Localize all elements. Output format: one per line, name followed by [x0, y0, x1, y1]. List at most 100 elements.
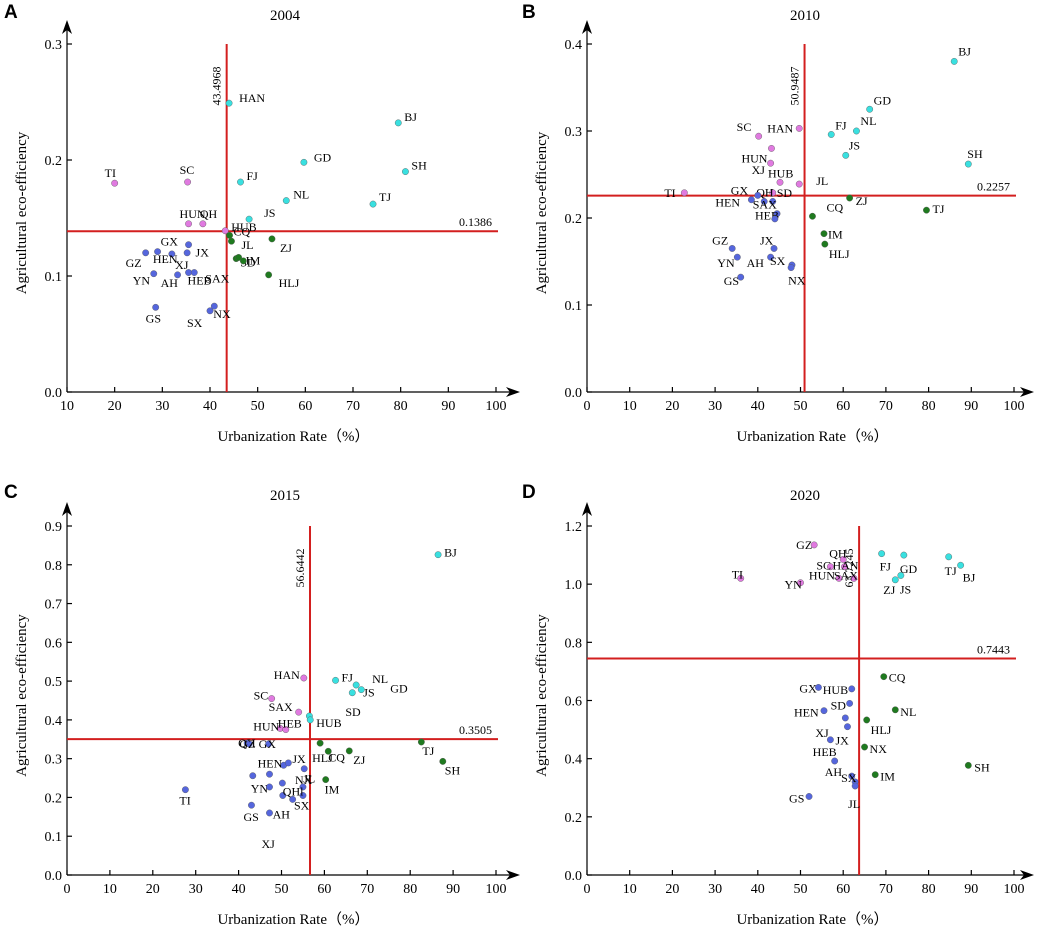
x-tick-label: 60 [317, 882, 331, 897]
data-point [345, 747, 353, 755]
data-point-label: SC [254, 689, 269, 703]
x-tick-label: 80 [922, 882, 936, 897]
data-point-label: HEN [794, 706, 819, 720]
data-point-label: BJ [963, 570, 976, 584]
data-point [300, 158, 308, 166]
data-point-label: SH [411, 159, 427, 173]
y-tick-label: 0.6 [45, 636, 63, 651]
data-point [439, 757, 447, 765]
x-tick-label: 30 [189, 882, 203, 897]
data-point-label: ZJ [883, 583, 895, 597]
data-point-label: NL [372, 672, 388, 686]
data-point-label: JS [264, 206, 275, 220]
data-point [266, 770, 273, 778]
data-point [846, 194, 854, 202]
data-point [821, 240, 829, 248]
data-point [316, 739, 324, 747]
data-point-label: GX [161, 235, 179, 249]
data-point [835, 574, 843, 582]
data-point [245, 215, 253, 223]
horizontal-reference-label: 0.2257 [977, 180, 1010, 194]
data-point-label: SAX [834, 568, 858, 582]
data-point-label: JL [848, 797, 860, 811]
data-point [183, 249, 191, 257]
y-tick-label: 1.2 [565, 520, 583, 535]
data-point [394, 119, 402, 127]
data-point [891, 706, 899, 714]
x-tick-label: 20 [665, 399, 679, 414]
data-point [795, 180, 803, 188]
data-point [767, 253, 775, 261]
data-point [880, 673, 888, 681]
data-point [891, 576, 899, 584]
data-point [923, 206, 930, 214]
data-point [168, 250, 176, 258]
data-point-label: FJ [342, 670, 354, 684]
data-point [185, 241, 192, 249]
panel-letter: A [4, 2, 18, 23]
data-point-label: JS [363, 686, 374, 700]
data-point-label: SAX [753, 197, 777, 211]
data-point-label: GX [799, 681, 817, 695]
y-tick-label: 0.0 [565, 386, 583, 401]
x-tick-label: 60 [836, 399, 850, 414]
data-point-label: HEB [813, 745, 837, 759]
data-point-label: XJ [261, 837, 275, 851]
x-tick-label: 100 [486, 399, 507, 414]
data-point-label: NX [213, 307, 231, 321]
data-point-label: SD [345, 705, 361, 719]
x-tick-label: 40 [232, 882, 246, 897]
data-point [174, 271, 181, 279]
data-point [831, 757, 839, 765]
data-point [284, 759, 292, 767]
data-point-label: BJ [958, 44, 971, 58]
data-point [820, 707, 828, 715]
data-point-label: IM [828, 228, 843, 242]
data-point-label: YN [251, 782, 269, 796]
data-point-label: TI [105, 166, 116, 180]
x-axis-label: Urbanization Rate（%） [217, 428, 369, 445]
data-point [332, 676, 339, 684]
y-axis-arrow [582, 20, 592, 34]
data-point [142, 249, 150, 257]
y-tick-label: 0.2 [45, 791, 63, 806]
data-point [228, 237, 235, 245]
x-tick-label: 70 [879, 882, 893, 897]
data-point [154, 248, 161, 256]
y-tick-label: 1.0 [565, 578, 583, 593]
data-point [245, 740, 253, 748]
data-point [111, 179, 119, 187]
chart-title: 2015 [270, 488, 300, 504]
data-point-label: HEN [153, 252, 178, 266]
data-point [770, 245, 778, 252]
x-tick-label: 70 [346, 399, 360, 414]
y-tick-label: 0.3 [565, 125, 583, 140]
data-point [295, 708, 303, 716]
data-point [210, 302, 218, 310]
data-point [199, 220, 207, 228]
data-point [871, 771, 879, 779]
x-axis-arrow [1020, 870, 1034, 880]
chart-panel-d: D 2020 0 10 20 30 40 50 60 70 80 90 100 0.0 0.2 0.4 0.6 0… [522, 482, 1034, 928]
data-point [853, 127, 860, 135]
data-point-label: AH [273, 807, 291, 821]
y-axis-arrow [582, 502, 592, 516]
data-point-label: HEN [258, 756, 283, 770]
data-point [844, 723, 851, 731]
x-tick-label: 50 [275, 882, 289, 897]
data-point [846, 700, 854, 707]
data-point-label: CQ [826, 200, 843, 214]
x-tick-label: 0 [584, 882, 591, 897]
data-point [826, 736, 834, 744]
data-point [900, 551, 908, 559]
data-point-label: GZ [239, 737, 255, 751]
data-point-label: HEB [278, 717, 302, 731]
data-point-label: HAN [832, 559, 858, 573]
data-point [771, 215, 779, 223]
x-tick-label: 100 [1004, 882, 1025, 897]
data-point-label: ZJ [856, 194, 868, 208]
data-point-label: AH [747, 256, 765, 270]
data-point [266, 783, 273, 791]
y-tick-label: 0.8 [565, 636, 583, 651]
